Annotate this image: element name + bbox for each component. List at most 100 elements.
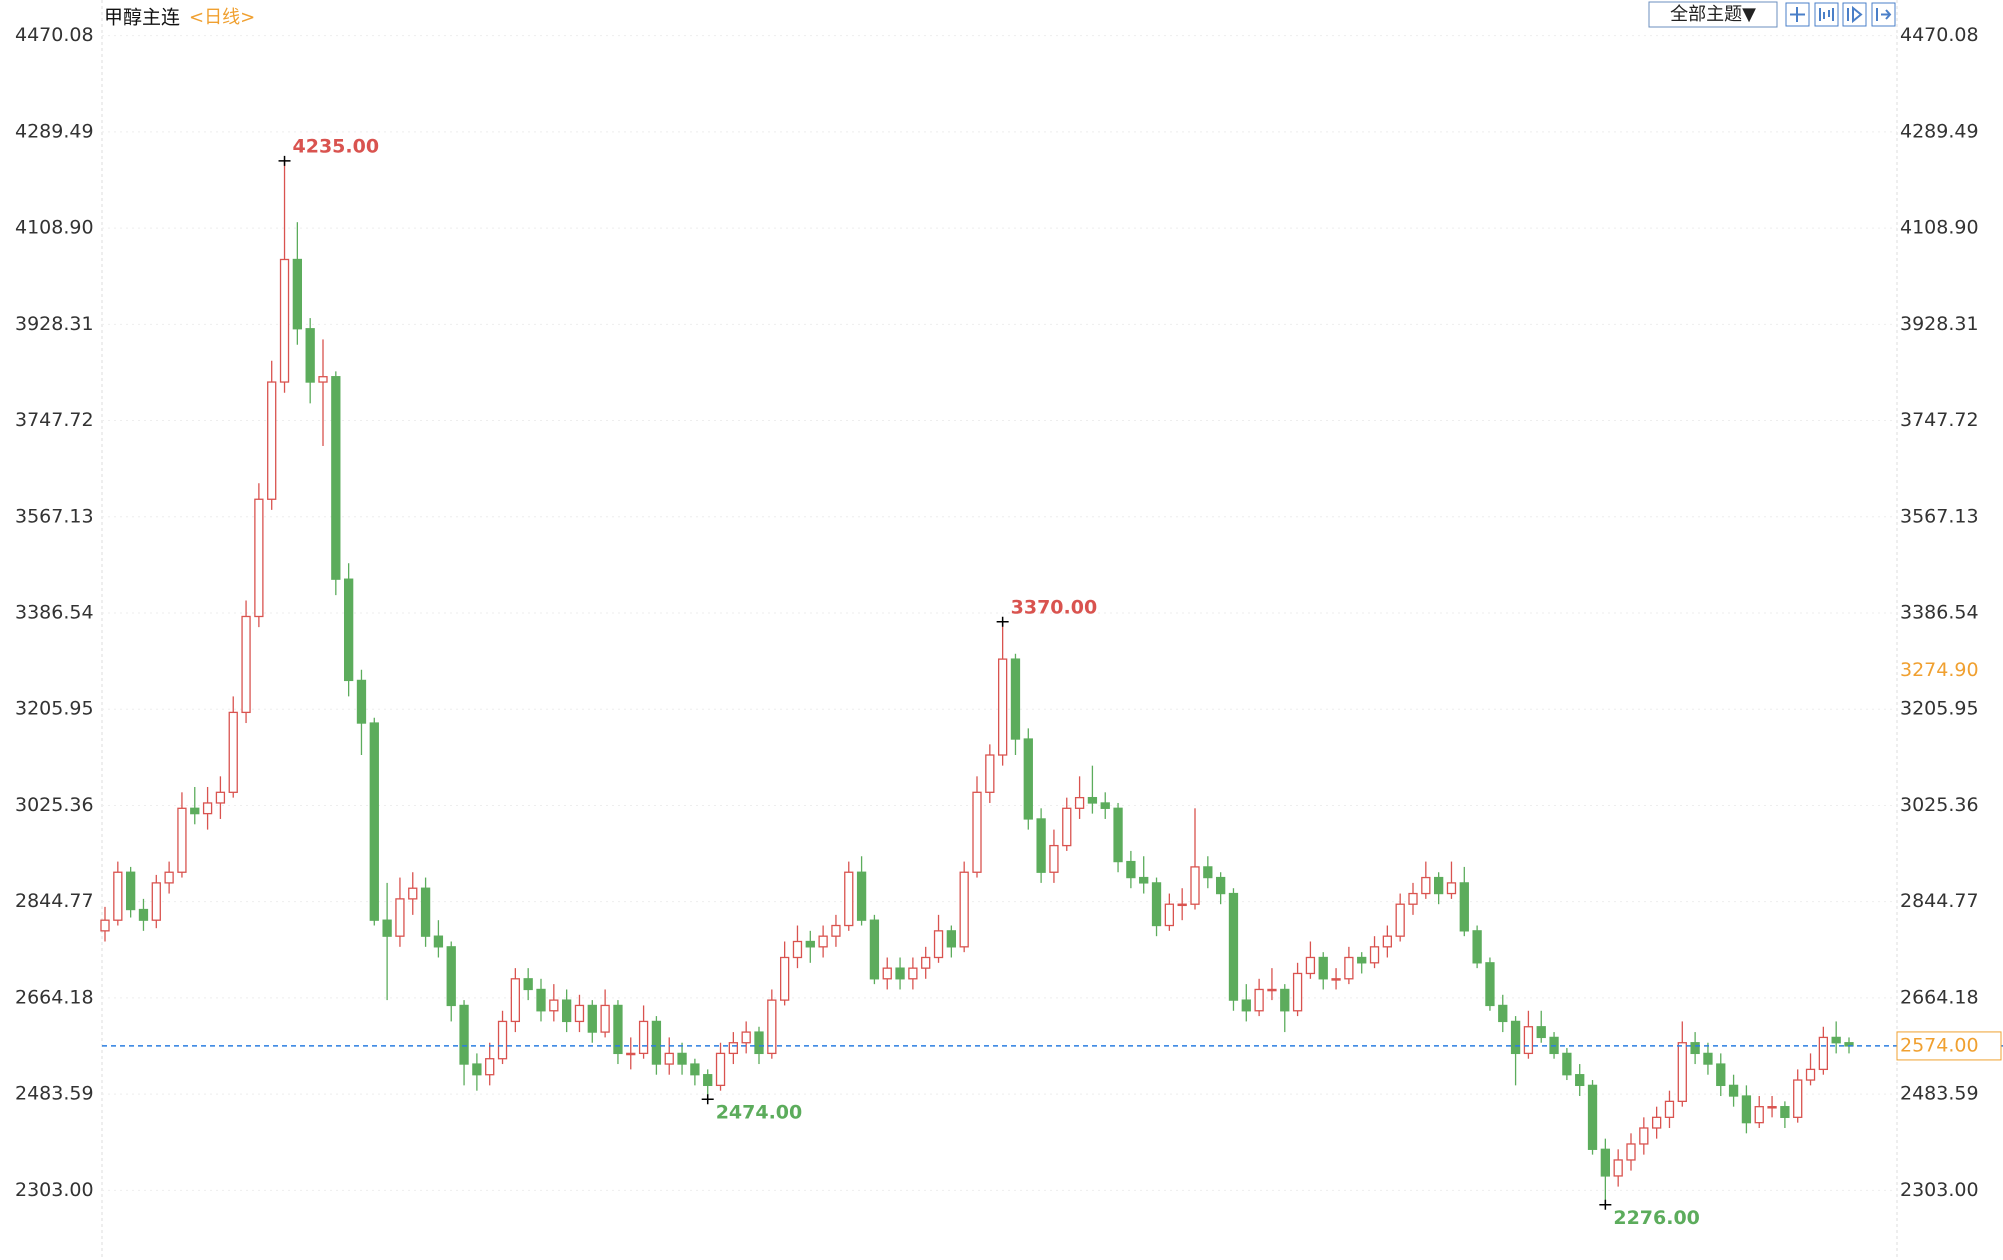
candle-body xyxy=(1382,935,1393,948)
candle-body xyxy=(1100,802,1110,809)
candle-body xyxy=(1357,956,1367,964)
y-tick-label: 3567.13 xyxy=(15,505,94,527)
candle-body xyxy=(331,376,341,580)
candle-body xyxy=(1151,882,1162,927)
candle-body xyxy=(1805,1068,1816,1081)
candle-body xyxy=(485,1058,495,1076)
candle-body xyxy=(536,988,546,1012)
candle-body xyxy=(626,1052,636,1056)
candle-body xyxy=(343,578,354,682)
candle-body xyxy=(356,679,367,724)
candle-body xyxy=(703,1074,713,1087)
y-tick-label: 3747.72 xyxy=(15,409,94,431)
candle-body xyxy=(1190,866,1200,905)
y-tick-label: 2844.77 xyxy=(15,890,94,912)
y-tick-label: 3205.95 xyxy=(15,698,94,720)
candle-body xyxy=(1408,892,1418,905)
candle-body xyxy=(472,1063,482,1076)
candle-body xyxy=(895,967,905,980)
candle-body xyxy=(1074,796,1085,809)
candle-body xyxy=(715,1052,726,1087)
candle-body xyxy=(1049,844,1059,873)
candle-body xyxy=(420,887,431,937)
candle-body xyxy=(664,1052,674,1065)
candle-body xyxy=(1613,1159,1623,1177)
candle-body xyxy=(215,791,226,804)
candle-body xyxy=(587,1004,597,1033)
candle-body xyxy=(1703,1052,1713,1065)
candle-body xyxy=(1626,1143,1636,1161)
cursor-price-bg xyxy=(1898,660,1998,681)
y-tick-label-right: 3025.36 xyxy=(1900,794,1979,816)
candle-body xyxy=(510,978,521,1023)
y-tick-label-right: 2844.77 xyxy=(1900,890,1979,912)
candle-body xyxy=(1587,1084,1598,1150)
candle-body xyxy=(292,258,303,330)
candle-body xyxy=(1126,860,1136,879)
candle-body xyxy=(1305,956,1316,975)
candle-body xyxy=(254,498,264,618)
candle-body xyxy=(805,940,815,948)
candle-body xyxy=(1831,1036,1841,1044)
candle-body xyxy=(908,967,918,980)
candle-body xyxy=(728,1042,739,1055)
candle-body xyxy=(677,1052,687,1065)
candle-body xyxy=(972,791,982,873)
candle-body xyxy=(1793,1079,1803,1118)
candle-body xyxy=(382,919,392,937)
candle-body xyxy=(959,871,969,948)
candle-body xyxy=(1228,892,1239,1001)
y-tick-label: 3025.36 xyxy=(15,794,94,816)
end-icon xyxy=(1876,8,1892,21)
candle-body xyxy=(549,999,559,1012)
y-tick-label-right: 2664.18 xyxy=(1900,986,1979,1008)
candle-body xyxy=(113,871,123,921)
candle-body xyxy=(933,930,944,959)
candle-body xyxy=(767,999,777,1055)
candle-body xyxy=(241,615,251,714)
candle-body xyxy=(985,754,995,793)
candle-body xyxy=(1536,1026,1546,1039)
extreme-label: 2474.00 xyxy=(716,1102,803,1124)
candle-body xyxy=(779,956,790,1001)
candle-body xyxy=(459,1004,469,1065)
candle-body xyxy=(1741,1095,1752,1124)
candle-body xyxy=(1754,1106,1764,1124)
candle-body xyxy=(497,1020,508,1060)
candle-body xyxy=(1728,1084,1739,1097)
zoom-in-icon xyxy=(1819,8,1834,21)
y-tick-label: 2664.18 xyxy=(15,986,94,1008)
y-tick-label: 3386.54 xyxy=(15,601,94,623)
candle-body xyxy=(305,328,315,383)
candle-body xyxy=(100,919,110,932)
candle-body xyxy=(1010,658,1021,740)
y-tick-label-right: 4289.49 xyxy=(1900,120,1979,142)
candle-body xyxy=(202,802,213,815)
candle-body xyxy=(523,978,533,991)
candle-body xyxy=(1664,1100,1675,1118)
candle-body xyxy=(1369,946,1380,964)
zoom-in-button[interactable] xyxy=(1814,2,1839,27)
theme-button[interactable] xyxy=(1648,1,1778,28)
candle-body xyxy=(446,946,456,1007)
candle-body xyxy=(792,940,803,959)
candle-body xyxy=(690,1063,700,1076)
pan-icon xyxy=(1790,7,1805,22)
candle-body xyxy=(125,871,136,911)
candle-body xyxy=(1523,1026,1534,1055)
candle-body xyxy=(1241,999,1251,1012)
candle-body xyxy=(1498,1004,1508,1023)
candle-body xyxy=(1472,930,1482,964)
candle-body xyxy=(1023,738,1033,820)
candle-body xyxy=(1716,1063,1726,1087)
y-tick-label-right: 3747.72 xyxy=(1900,409,1979,431)
candle-body xyxy=(279,258,290,383)
candle-body xyxy=(1767,1106,1777,1109)
candle-body xyxy=(856,871,867,921)
candle-body xyxy=(1254,988,1264,1012)
y-tick-label-right: 2303.00 xyxy=(1900,1179,1979,1201)
candle-body xyxy=(228,711,238,793)
theme-button-label: 全部主题▼ xyxy=(1670,4,1756,25)
candle-body xyxy=(1677,1042,1687,1102)
